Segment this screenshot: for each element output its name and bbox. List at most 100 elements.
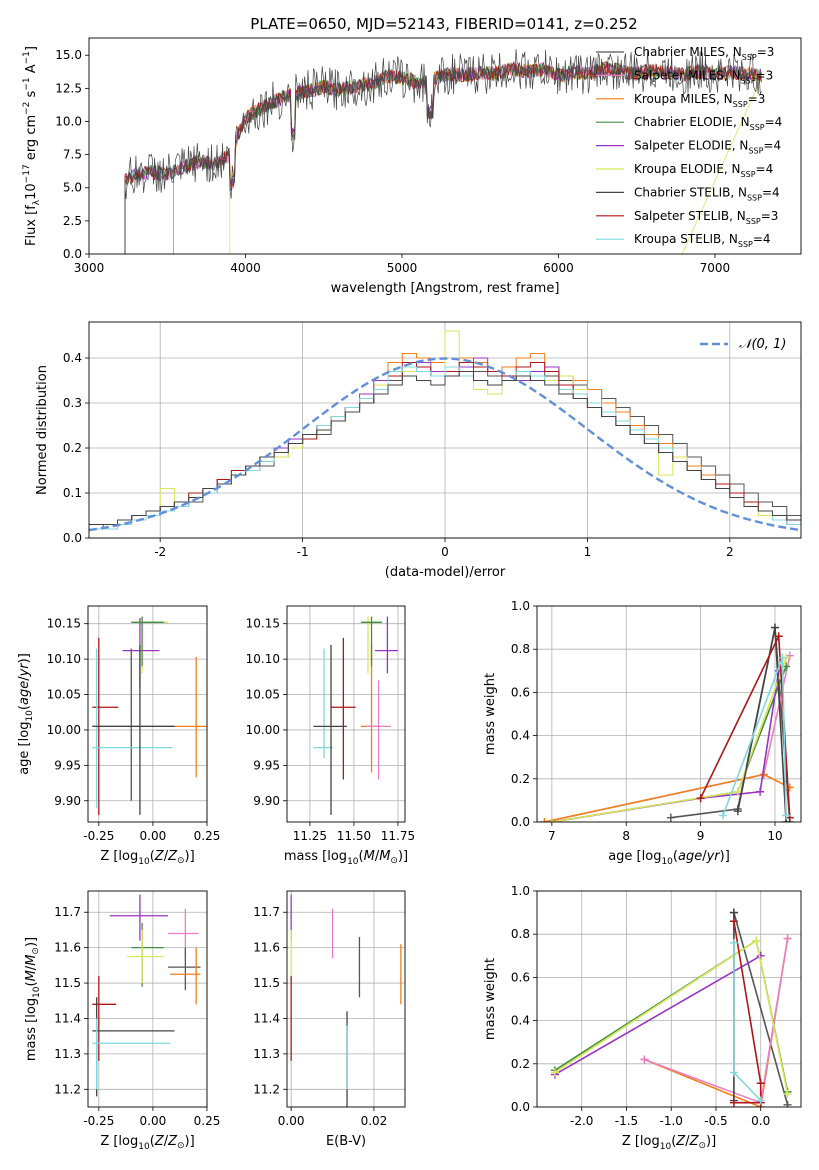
- x-tick-label: -1.5: [615, 1114, 638, 1128]
- x-axis-label-unit: (age/yr)]: [673, 849, 730, 864]
- x-tick-label: 11.50: [337, 829, 371, 843]
- legend-label: Kroupa STELIB, NSSP=4: [634, 232, 771, 249]
- legend-label-suffix: =4: [756, 162, 774, 176]
- x-tick-label: 11.75: [381, 829, 415, 843]
- y-tick-label: 10.10: [246, 652, 280, 666]
- y-tick-label: 9.90: [54, 794, 81, 808]
- mass-weight-vs-metallicity-panel: -2.0 -1.5 -1.0 -0.5 0.0 0.0 0.2 0.4 0.6 0.8 1.0 Z […: [483, 884, 802, 1152]
- x-axis-label: E(B-V): [326, 1134, 366, 1149]
- normal-curve: [89, 357, 801, 532]
- legend-label-suffix: =3: [756, 68, 774, 82]
- legend-label-suffix: =3: [757, 45, 775, 59]
- x-tick-label: 0.25: [194, 1114, 221, 1128]
- y-tick-label: 11.5: [253, 976, 280, 990]
- legend-label-text: Kroupa STELIB, N: [634, 232, 738, 246]
- axes-frame: [286, 890, 406, 1108]
- y-axis-label-unit: 10: [24, 183, 39, 200]
- x-tick-label: 4000: [230, 261, 261, 275]
- x-axis-label: age [log10(age/yr)]: [608, 849, 730, 867]
- legend-label: Kroupa MILES, NSSP=3: [634, 92, 765, 109]
- y-axis-label: mass weight: [483, 958, 498, 1040]
- legend-label-subscript: SSP: [750, 123, 765, 132]
- legend-label-suffix: =3: [761, 209, 779, 223]
- x-tick-label: -0.25: [83, 829, 114, 843]
- y-tick-label: 0.2: [511, 772, 530, 786]
- x-axis-label: Z [log10(Z/Z⊙)]: [100, 1134, 194, 1152]
- residual-histogram-panel: -2 -1 0 1 2 0.0 0.1 0.2 0.3 0.4 (data-model)/error…: [35, 321, 802, 580]
- mass-weight-marker: [733, 787, 742, 796]
- y-tick-label: 0.2: [63, 441, 82, 455]
- plot-area: [313, 616, 398, 815]
- y-tick-label: 0.6: [511, 970, 530, 984]
- y-axis-label-unit: (age/yr)]: [17, 653, 32, 710]
- x-axis-label-text: E(B-V): [326, 1134, 366, 1149]
- mass-weight-marker: [756, 1079, 765, 1088]
- x-tick-label: 9: [697, 829, 705, 843]
- plot-area: [540, 623, 794, 822]
- x-tick-label: -1: [297, 545, 309, 559]
- y-tick-label: 12.5: [55, 81, 82, 95]
- y-tick-label: 10.15: [47, 617, 81, 631]
- mass-vs-metallicity-panel: -0.25 0.00 0.25 11.2 11.3 11.4 11.5 11.6 11.7 Z […: [24, 890, 221, 1152]
- x-axis-label: Z [log10(Z/Z⊙)]: [622, 1134, 716, 1152]
- y-axis-label-exponent: −1: [22, 51, 32, 64]
- legend-label-text: Chabrier MILES, N: [634, 45, 742, 59]
- plot-area: [124, 49, 763, 254]
- y-axis-label-exponent: −17: [22, 164, 32, 183]
- mass-weight-marker: [696, 794, 705, 803]
- y-axis-label-unit: s: [24, 90, 39, 101]
- figure-title: PLATE=0650, MJD=52143, FIBERID=0141, z=0…: [250, 15, 637, 33]
- y-tick-label: 9.95: [253, 758, 280, 772]
- mass-weight-marker: [756, 787, 765, 796]
- x-tick-label: 0.25: [194, 829, 221, 843]
- mass-weight-marker: [718, 811, 727, 820]
- y-tick-label: 7.5: [63, 148, 82, 162]
- y-axis-label: Normed distribution: [35, 365, 50, 495]
- y-tick-label: 11.3: [253, 1047, 280, 1061]
- mass-weight-marker: [756, 1096, 765, 1105]
- mass-weight-line: [554, 955, 762, 1076]
- y-tick-label: 0.6: [511, 685, 530, 699]
- y-tick-label: 1.0: [511, 599, 530, 613]
- y-tick-label: 0.8: [511, 927, 530, 941]
- legend-label-text: Salpeter ELODIE, N: [634, 139, 748, 153]
- y-tick-label: 0.4: [511, 729, 530, 743]
- plot-area: [290, 894, 402, 1107]
- x-axis-label-text: mass [log: [284, 849, 347, 864]
- x-tick-label: -2: [154, 545, 166, 559]
- y-tick-label: 11.4: [253, 1011, 280, 1025]
- x-axis-label-subscript: 10: [347, 857, 359, 867]
- x-tick-label: 8: [622, 829, 630, 843]
- y-axis-label-unit: (M/M⊙)]: [24, 937, 41, 987]
- legend-label: Kroupa ELODIE, NSSP=4: [634, 162, 773, 179]
- x-axis-label-text: Z [log: [622, 1134, 660, 1149]
- y-axis-label: Flux [fλ10−17 erg cm−2 s−1 A−1]: [22, 46, 42, 246]
- spectrum-panel: 3000 4000 5000 6000 7000 0.0 2.5 5.0 7.5 10.0 12.5…: [22, 37, 802, 296]
- mass-weight-line: [551, 670, 780, 822]
- y-tick-label: 0.0: [63, 531, 82, 545]
- age-vs-metallicity-panel: -0.25 0.00 0.25 9.90 9.95 10.00 10.05 10.10 10.1…: [17, 605, 221, 867]
- y-axis-label-exponent: −1: [22, 77, 32, 90]
- x-tick-label: 10: [767, 829, 782, 843]
- x-axis-label-unit: (Z/Z⊙)]: [150, 1134, 195, 1151]
- x-tick-label: 2: [726, 545, 734, 559]
- y-tick-label: 15.0: [55, 48, 82, 62]
- y-tick-label: 2.5: [63, 214, 82, 228]
- x-axis-label: (data-model)/error: [385, 565, 506, 580]
- y-tick-label: 0.1: [63, 486, 82, 500]
- x-axis-label-text: age [log: [608, 849, 661, 864]
- mass-weight-marker: [729, 917, 738, 926]
- axes-frame: [536, 605, 802, 823]
- x-axis-label-unit: (Z/Z⊙)]: [150, 849, 195, 866]
- legend-label-text: Kroupa MILES, N: [634, 92, 733, 106]
- axes-frame: [286, 605, 406, 823]
- legend-label-suffix: =3: [748, 92, 766, 106]
- y-axis-label-unit: erg cm: [24, 115, 39, 164]
- mass-weight-marker: [729, 1068, 738, 1077]
- y-axis-label: mass weight: [483, 673, 498, 755]
- y-tick-label: 1.0: [511, 884, 530, 898]
- legend-label: Salpeter STELIB, NSSP=3: [634, 209, 778, 226]
- axes-frame: [536, 890, 802, 1108]
- mass-weight-marker: [547, 818, 556, 822]
- y-axis-label-text: Flux [f: [24, 205, 39, 246]
